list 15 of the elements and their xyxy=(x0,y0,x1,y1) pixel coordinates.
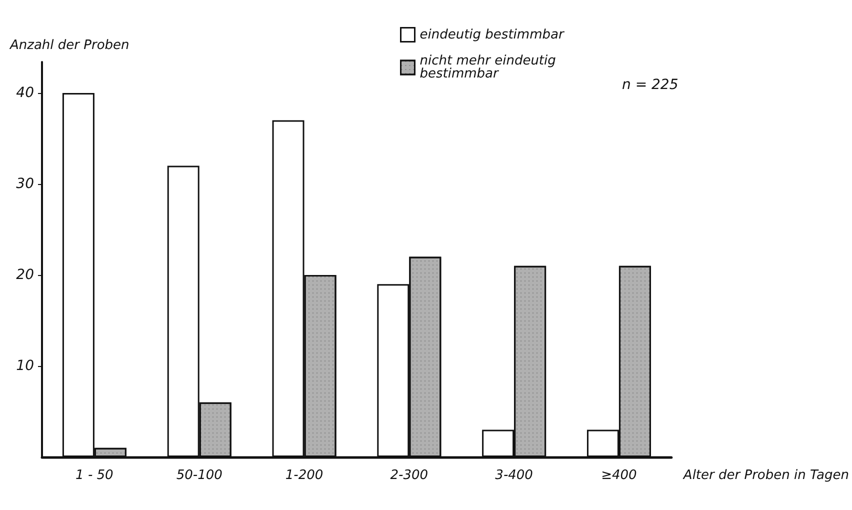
x-tick-label: 1-200 xyxy=(285,468,324,483)
x-tick-label: 50-100 xyxy=(176,468,222,483)
x-tick-label: 2-300 xyxy=(390,468,428,483)
legend-label: nicht mehr eindeutig bestimmbar xyxy=(420,54,560,82)
y-tick-label: 20 xyxy=(16,266,34,283)
legend-label: eindeutig bestimmbar xyxy=(420,27,566,42)
y-tick-label: 10 xyxy=(16,358,34,374)
x-tick-label: 3-400 xyxy=(495,468,533,483)
x-tick-label: 1 - 50 xyxy=(76,468,114,483)
y-tick-label: 40 xyxy=(16,84,34,101)
x-axis-title: Alter der Proben in Tagen xyxy=(682,468,850,483)
annotation: n = 225 xyxy=(622,77,678,93)
y-tick-label: 30 xyxy=(16,176,34,192)
x-tick-label: ≥400 xyxy=(601,468,637,483)
y-axis-title: Anzahl der Proben xyxy=(9,38,130,53)
